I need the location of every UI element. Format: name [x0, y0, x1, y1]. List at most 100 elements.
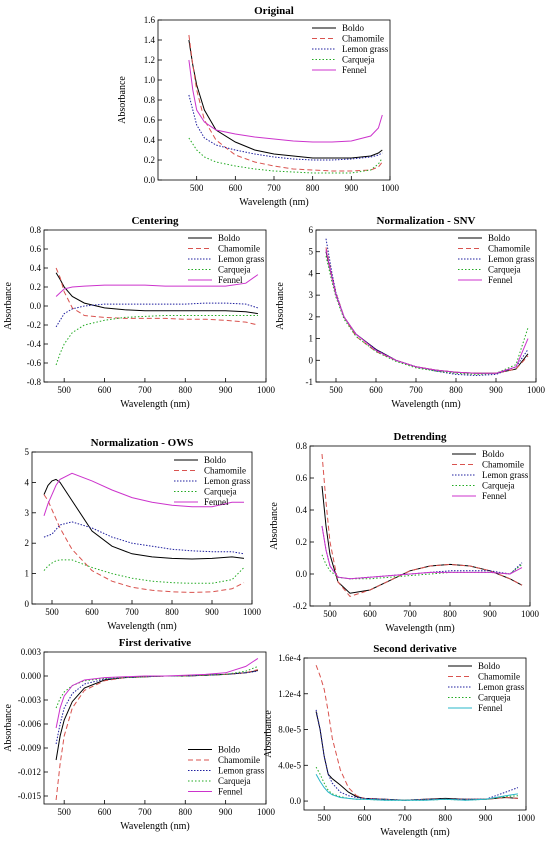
y-tick-label: 0.6 — [30, 244, 42, 254]
y-tick-label: -0.012 — [18, 767, 41, 777]
y-tick-label: 4 — [25, 477, 30, 487]
series-line-carqueja — [55, 315, 258, 366]
y-tick-label: 0.6 — [144, 115, 156, 125]
y-tick-label: -0.015 — [18, 791, 42, 801]
series-line-lemon-grass — [55, 670, 258, 745]
y-tick-label: 3 — [309, 290, 314, 300]
series-line-chamomile — [55, 267, 259, 326]
series-line-boldo — [321, 485, 523, 594]
series-line-chamomile — [315, 665, 518, 801]
legend-label: Fennel — [488, 275, 513, 285]
chart-panel-4: Normalization - OWS 500 600 700 800 900 1000 0 1… — [0, 437, 262, 632]
legend-label: Boldo — [478, 661, 501, 671]
y-axis-label: Absorbance — [3, 282, 14, 330]
legend-label: Boldo — [342, 23, 365, 33]
x-tick-label: 1000 — [243, 607, 262, 617]
y-tick-label: 1.6 — [144, 15, 156, 25]
x-tick-label: 800 — [179, 385, 193, 395]
y-tick-label: -0.6 — [27, 358, 42, 368]
series-line-carqueja — [188, 137, 383, 174]
x-tick-label: 700 — [409, 385, 423, 395]
legend-label: Chamomile — [342, 34, 384, 44]
legend-label: Boldo — [482, 449, 505, 459]
y-tick-label: 4 — [309, 268, 314, 278]
x-tick-label: 900 — [219, 807, 233, 817]
series-line-fennel — [315, 773, 518, 801]
y-tick-label: 6 — [309, 225, 314, 235]
chart-title: Normalization - OWS — [91, 437, 194, 449]
x-tick-label: 1000 — [381, 183, 400, 193]
legend-label: Chamomile — [204, 466, 246, 476]
legend-label: Fennel — [218, 275, 243, 285]
y-tick-label: 0.4 — [30, 263, 42, 273]
y-tick-label: 1.4 — [144, 35, 156, 45]
y-tick-label: 0.8 — [144, 95, 156, 105]
plot-frame — [315, 229, 537, 383]
series-line-chamomile — [188, 34, 383, 172]
y-tick-label: -0.8 — [27, 377, 42, 387]
legend-label: Carqueja — [218, 776, 250, 786]
y-tick-label: 4.0e-5 — [278, 760, 301, 770]
y-tick-label: 8.0e-5 — [278, 725, 301, 735]
y-tick-label: 0.2 — [30, 282, 41, 292]
y-tick-label: 0.4 — [296, 505, 308, 515]
legend-label: Lemon grass — [478, 682, 525, 692]
y-axis-label: Absorbance — [275, 282, 286, 330]
series-line-lemon-grass — [315, 709, 519, 801]
series-line-fennel — [321, 525, 523, 580]
y-tick-label: 0.8 — [30, 225, 42, 235]
series-line-lemon-grass — [321, 525, 523, 580]
series-line-fennel — [325, 249, 529, 374]
y-axis-label: Absorbance — [3, 704, 14, 752]
y-tick-label: 0 — [309, 355, 314, 365]
y-axis-label: Absorbance — [263, 710, 274, 758]
legend-label: Boldo — [488, 233, 511, 243]
x-tick-label: 800 — [439, 813, 453, 823]
legend-label: Fennel — [478, 703, 503, 713]
x-tick-label: 600 — [229, 183, 243, 193]
y-tick-label: 3 — [25, 508, 30, 518]
x-tick-label: 500 — [329, 385, 343, 395]
legend-label: Carqueja — [482, 481, 514, 491]
legend-label: Lemon grass — [204, 476, 251, 486]
x-tick-label: 600 — [363, 609, 377, 619]
legend-label: Carqueja — [478, 693, 510, 703]
series-line-boldo — [43, 478, 245, 560]
x-tick-label: 500 — [57, 807, 71, 817]
y-tick-label: 0.0 — [30, 301, 42, 311]
y-tick-label: 0 — [25, 599, 30, 609]
series-line-lemon-grass — [55, 302, 259, 328]
series-line-carqueja — [55, 665, 259, 709]
x-tick-label: 600 — [358, 813, 372, 823]
x-tick-label: 1000 — [257, 385, 276, 395]
legend-label: Lemon grass — [218, 766, 265, 776]
chart-title: Detrending — [394, 431, 447, 443]
y-tick-label: 0.8 — [296, 441, 308, 451]
y-tick-label: 2 — [309, 312, 314, 322]
series-line-fennel — [55, 657, 259, 729]
x-axis-label: Wavelength (nm) — [380, 827, 449, 838]
chart-panel-5: Detrending 500 600 700 800 900 1000 -0.2 0.0 0.2 0… — [269, 431, 540, 634]
x-tick-label: 700 — [398, 813, 412, 823]
y-tick-label: -0.2 — [27, 320, 41, 330]
legend-label: Chamomile — [218, 755, 260, 765]
x-tick-label: 900 — [345, 183, 359, 193]
series-line-boldo — [188, 39, 383, 159]
y-axis-label: Absorbance — [117, 76, 128, 124]
chart-title: Centering — [131, 215, 179, 227]
y-tick-label: 0.0 — [144, 175, 156, 185]
x-tick-label: 800 — [179, 807, 193, 817]
legend-label: Boldo — [218, 233, 241, 243]
x-tick-label: 900 — [219, 385, 233, 395]
x-axis-label: Wavelength (nm) — [391, 399, 460, 410]
legend-label: Carqueja — [204, 487, 236, 497]
y-tick-label: -0.2 — [293, 601, 307, 611]
x-axis-label: Wavelength (nm) — [385, 623, 454, 634]
chart-panel-2: Centering 500 600 700 800 900 1000 -0.8 -0.6 -0.4… — [3, 215, 276, 410]
y-tick-label: -0.006 — [18, 719, 42, 729]
y-tick-label: 0.6 — [296, 473, 308, 483]
x-tick-label: 1000 — [527, 385, 546, 395]
y-tick-label: -0.003 — [18, 695, 42, 705]
